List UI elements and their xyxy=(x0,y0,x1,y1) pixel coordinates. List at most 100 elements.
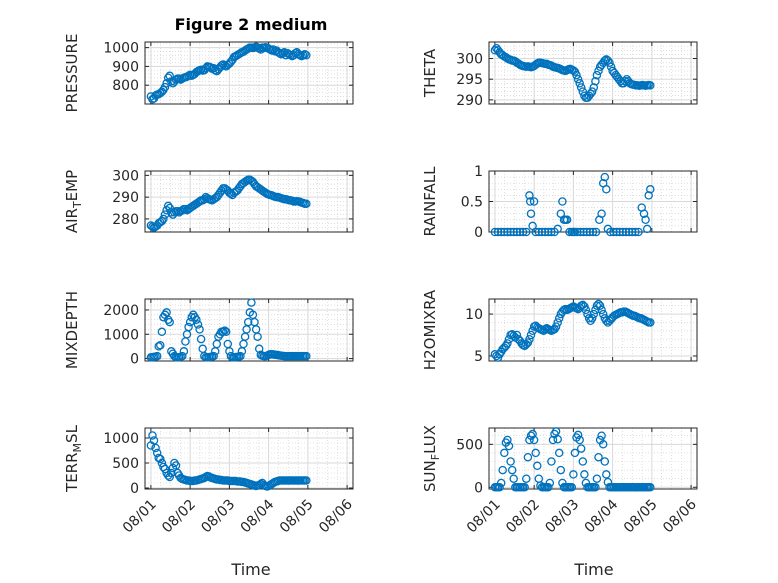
data-point xyxy=(621,227,631,237)
x-axis-label-right: Time xyxy=(573,560,613,579)
data-point xyxy=(217,61,226,70)
data-point xyxy=(587,87,597,96)
y-axis-label: MIXDEPTH xyxy=(63,291,81,369)
data-point xyxy=(522,474,531,483)
data-point xyxy=(615,227,624,237)
y-axis-label: PRESSURE xyxy=(63,34,81,113)
data-point xyxy=(298,50,308,60)
data-point xyxy=(597,305,606,315)
data-point xyxy=(300,49,309,59)
data-point xyxy=(178,351,187,361)
y-axis-label-main: THETA xyxy=(421,48,439,98)
data-point xyxy=(602,185,611,194)
data-point xyxy=(609,227,618,237)
data-point xyxy=(582,227,591,237)
data-point xyxy=(167,468,176,478)
data-point xyxy=(174,74,184,83)
data-point xyxy=(631,227,640,237)
data-point xyxy=(181,337,190,346)
y-axis-label: TERRMSL xyxy=(63,424,84,493)
data-point xyxy=(265,45,275,54)
y-tick-label: 290 xyxy=(112,190,139,206)
data-point xyxy=(591,227,601,237)
y-axis-label: SUNFLUX xyxy=(421,425,442,492)
data-point xyxy=(496,227,506,237)
subplot-8: 0 500 08/01 08/02 08/03 08/04 08/05 08/06 SUNFLU… xyxy=(421,425,700,536)
data-point xyxy=(641,215,650,225)
y-axis-label-main: PRESSURE xyxy=(63,34,81,113)
data-point xyxy=(520,483,529,492)
data-point xyxy=(644,191,653,200)
data-point xyxy=(618,227,628,237)
data-point xyxy=(587,314,597,323)
series-markers xyxy=(490,43,655,103)
x-tick-label: 08/06 xyxy=(660,496,700,536)
data-point xyxy=(547,457,556,466)
data-point xyxy=(605,58,614,67)
y-axis-label-main: MIXDEPTH xyxy=(63,291,81,369)
series-markers xyxy=(490,299,655,362)
data-point xyxy=(156,340,165,350)
data-point xyxy=(162,79,171,88)
data-point xyxy=(515,227,525,237)
y-tick-label: 0 xyxy=(130,481,139,497)
data-point xyxy=(209,351,218,361)
y-tick-label: 900 xyxy=(112,59,139,75)
subplot-3: 280 290 300 AIRTEMP xyxy=(63,168,354,233)
y-tick-label: 0.5 xyxy=(461,195,483,211)
y-tick-label: 0 xyxy=(474,225,483,241)
y-tick-label: 5 xyxy=(474,349,483,365)
subplot-1: 800 900 1000 PRESSURE xyxy=(63,34,354,113)
data-point xyxy=(533,461,542,471)
y-axis-label-rest: SL xyxy=(63,424,81,443)
axes-box xyxy=(488,41,698,105)
y-tick-label: 1000 xyxy=(103,327,139,343)
data-point xyxy=(573,74,583,84)
data-point xyxy=(152,351,162,361)
data-point xyxy=(512,227,522,237)
data-point xyxy=(576,227,585,237)
axes-box xyxy=(144,298,354,362)
data-point xyxy=(540,227,550,237)
data-point xyxy=(160,464,170,474)
y-tick-label: 295 xyxy=(456,72,483,88)
y-tick-label: 2000 xyxy=(103,303,139,319)
data-point xyxy=(600,172,610,182)
y-tick-label: 300 xyxy=(112,168,139,184)
x-tick-label: 08/02 xyxy=(159,497,199,537)
data-point xyxy=(548,435,558,445)
data-point xyxy=(551,322,561,331)
data-point xyxy=(600,56,610,65)
data-point xyxy=(509,227,518,237)
y-axis-label-main: SUN xyxy=(421,460,439,492)
x-tick-label: 08/03 xyxy=(198,497,238,537)
series-markers xyxy=(146,175,311,232)
data-point xyxy=(646,483,655,492)
data-point xyxy=(528,429,537,439)
axes-box xyxy=(144,41,354,105)
data-point xyxy=(554,448,564,458)
data-point xyxy=(598,440,608,449)
x-tick-label: 08/01 xyxy=(464,497,504,537)
data-point xyxy=(578,457,588,466)
data-point xyxy=(159,214,168,224)
subplot-7: 0 500 1000 08/01 08/02 08/03 08/04 08/05 08/06 TE… xyxy=(63,424,356,536)
data-point xyxy=(503,227,512,237)
data-point xyxy=(525,191,534,200)
data-point xyxy=(531,448,540,458)
data-point xyxy=(597,431,606,440)
data-point xyxy=(506,457,515,466)
data-point xyxy=(562,215,572,225)
y-tick-label: 300 xyxy=(456,52,483,68)
data-point xyxy=(529,197,539,206)
data-point xyxy=(580,470,589,479)
data-point xyxy=(529,435,539,445)
data-point xyxy=(526,330,536,340)
data-point xyxy=(156,454,165,464)
y-axis-label-main: RAINFALL xyxy=(421,166,439,237)
data-point xyxy=(490,227,500,237)
y-axis-label: RAINFALL xyxy=(421,166,439,237)
data-point xyxy=(221,327,231,337)
data-point xyxy=(592,474,602,483)
